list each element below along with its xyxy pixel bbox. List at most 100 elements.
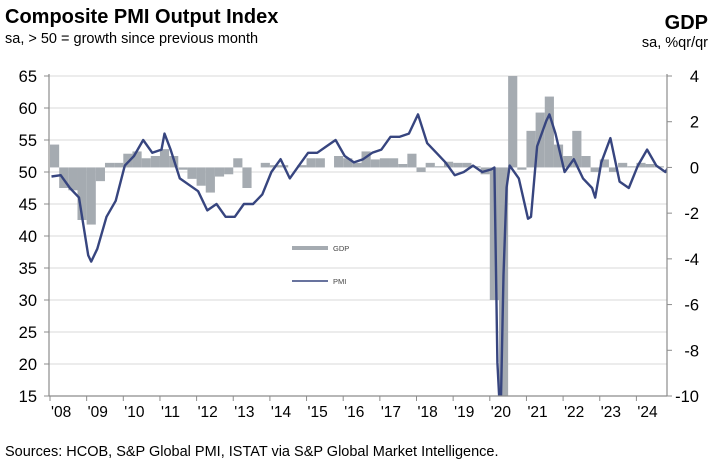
gdp-bar: [361, 151, 371, 168]
gdp-bar: [462, 162, 472, 168]
gdp-bar: [352, 162, 362, 168]
x-tick-label: '19: [454, 404, 474, 421]
gdp-bar: [233, 158, 243, 168]
gdp-bar: [315, 158, 325, 168]
gdp-bar: [370, 159, 380, 168]
gdp-bar: [260, 162, 270, 168]
gdp-bar: [636, 162, 646, 168]
gdp-bar: [141, 158, 151, 168]
x-tick-label: '10: [124, 404, 145, 421]
gdp-bar: [205, 167, 215, 193]
x-tick-label: '09: [88, 404, 108, 421]
gdp-bar: [443, 161, 454, 168]
x-tick-label: '18: [418, 404, 438, 421]
gdp-bar: [306, 158, 316, 168]
gdp-bar: [187, 167, 197, 179]
gdp-bar: [517, 167, 527, 170]
right-tick-label: 4: [690, 68, 699, 86]
gdp-bar: [159, 149, 170, 168]
left-tick-label: 25: [19, 324, 37, 342]
gdp-bar: [389, 158, 399, 168]
gdp-bar: [214, 167, 225, 177]
legend: GDP PMI: [292, 244, 349, 286]
gdp-bar: [627, 166, 637, 168]
left-tick-label: 40: [19, 228, 37, 246]
gdp-bar: [379, 158, 390, 168]
gdp-bar: [608, 167, 619, 172]
x-tick-label: '14: [271, 404, 292, 421]
gdp-bar: [178, 167, 188, 170]
left-tick-label: 50: [19, 164, 37, 182]
x-tick-label: '12: [198, 404, 218, 421]
gdp-bar: [297, 165, 307, 168]
right-tick-label: 0: [690, 159, 699, 177]
left-tick-label: 45: [19, 196, 37, 214]
left-tick-label: 60: [19, 100, 37, 118]
gdp-bar: [425, 162, 435, 168]
source-note: Sources: HCOB, S&P Global PMI, ISTAT via…: [5, 444, 499, 460]
x-tick-label: '08: [51, 404, 71, 421]
gdp-bar: [590, 167, 600, 172]
x-tick-label: '16: [344, 404, 364, 421]
pmi-line: [51, 113, 667, 396]
left-tick-label: 20: [19, 356, 37, 374]
right-axis-title: GDP: [664, 12, 708, 34]
left-tick-label: 30: [19, 292, 37, 310]
gdp-bar: [618, 162, 628, 168]
right-tick-label: 2: [690, 114, 699, 132]
x-tick-label: '21: [527, 404, 547, 421]
axes: 15 20 25 30 35 40 45 50 55 60 65 -10 -8 -6 -4 -2 0 2 4 '08 '…: [19, 68, 699, 421]
left-tick-label: 55: [19, 132, 37, 150]
x-tick-label: '23: [601, 404, 621, 421]
legend-pmi-label: PMI: [333, 277, 346, 286]
gdp-bar: [453, 162, 463, 168]
gdp-bar: [132, 151, 142, 168]
x-tick-label: '15: [308, 404, 328, 421]
gdp-bar: [114, 162, 124, 168]
gdp-bar: [645, 164, 655, 168]
gdp-bar: [398, 164, 408, 168]
gdp-bar: [224, 167, 234, 175]
gdp-bar: [563, 156, 573, 168]
pmi-line-group: [51, 113, 667, 396]
gdp-bar: [150, 156, 160, 168]
right-tick-label: -6: [684, 297, 699, 315]
x-tick-label: '17: [381, 404, 401, 421]
gdp-bar: [553, 144, 564, 168]
gdp-bar: [343, 158, 353, 168]
left-tick-label: 35: [19, 260, 37, 278]
left-tick-label: 65: [19, 68, 37, 86]
gdp-bar: [434, 166, 444, 168]
x-tick-label: '22: [564, 404, 584, 421]
gdp-bar: [572, 130, 582, 168]
gdp-bar: [416, 167, 426, 172]
chart-subtitle: sa, > 50 = growth since previous month: [5, 31, 259, 47]
gridlines: [49, 75, 667, 365]
gdp-bar: [123, 153, 133, 168]
legend-gdp-swatch: [292, 246, 328, 250]
gdp-bar: [242, 167, 252, 188]
x-tick-label: '11: [161, 404, 180, 421]
x-tick-label: '20: [491, 404, 512, 421]
chart-title: Composite PMI Output Index: [5, 6, 279, 28]
gdp-bar: [196, 167, 206, 186]
gdp-bar: [407, 153, 417, 168]
gdp-bar: [599, 159, 609, 168]
gdp-bar: [104, 162, 115, 168]
gdp-bar: [77, 167, 87, 220]
right-tick-label: -10: [675, 388, 699, 406]
gdp-bar: [68, 167, 78, 191]
gdp-bar: [86, 167, 96, 225]
gdp-bar: [50, 144, 60, 168]
gdp-bar: [334, 156, 344, 168]
gdp-bar: [581, 156, 591, 168]
gdp-bar: [526, 130, 536, 168]
right-axis-subtitle: sa, %qr/qr: [641, 35, 708, 51]
x-tick-label: '24: [637, 404, 658, 421]
gdp-bar: [95, 167, 105, 182]
right-tick-label: -4: [684, 251, 699, 269]
legend-gdp-label: GDP: [333, 244, 349, 253]
right-tick-label: -8: [684, 342, 699, 360]
right-tick-label: -2: [684, 205, 699, 223]
